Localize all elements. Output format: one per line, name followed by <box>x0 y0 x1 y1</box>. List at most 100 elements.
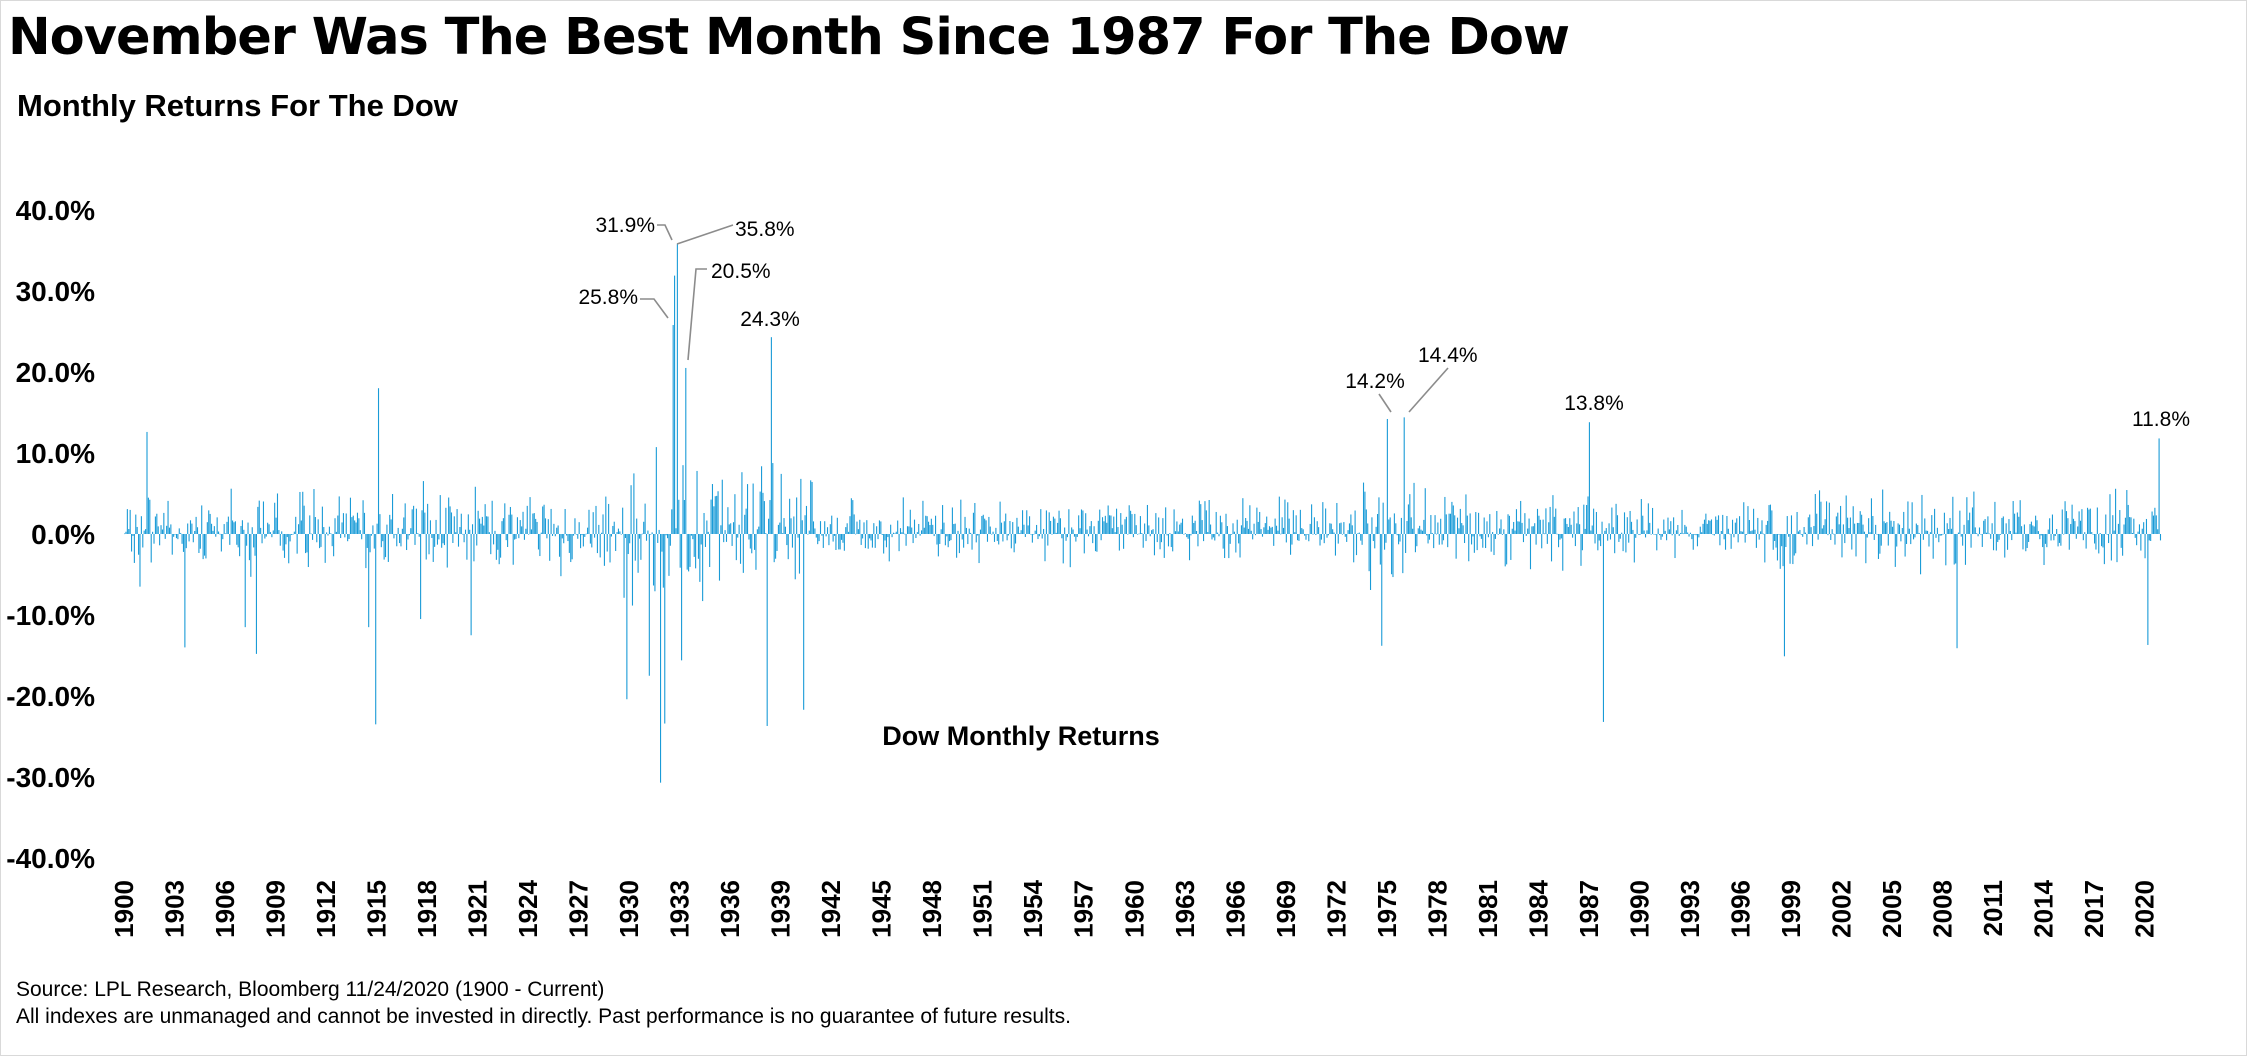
month-bar <box>950 534 952 541</box>
month-bar <box>274 502 276 534</box>
month-bar <box>1254 534 1257 536</box>
month-bar <box>984 518 986 534</box>
month-bar <box>751 534 753 554</box>
month-bar <box>686 534 688 570</box>
month-bar <box>1619 534 1621 539</box>
month-bar <box>476 534 478 546</box>
x-tick-label: 1981 <box>1473 880 1503 938</box>
month-bar <box>1393 513 1395 534</box>
month-bar <box>1381 534 1383 646</box>
month-bar <box>431 534 433 538</box>
month-bar <box>1921 494 1923 534</box>
month-bar <box>662 534 664 588</box>
month-bar <box>519 520 521 534</box>
month-bar <box>1964 534 1967 565</box>
month-bar <box>435 519 437 534</box>
month-bar <box>415 508 417 534</box>
month-bar <box>1761 520 1763 534</box>
month-bar <box>1671 534 1673 536</box>
month-bar <box>1493 534 1495 556</box>
month-bar <box>1520 500 1522 534</box>
month-bar <box>1287 502 1289 534</box>
month-bar <box>1299 509 1301 534</box>
month-bar <box>996 534 998 541</box>
month-bar <box>1543 533 1546 535</box>
month-bar <box>1538 515 1540 534</box>
month-bar <box>940 529 942 534</box>
month-bar <box>898 534 900 552</box>
month-bar <box>905 534 907 546</box>
month-bar <box>1869 532 1871 534</box>
month-bar <box>704 534 706 547</box>
month-bar <box>871 534 873 548</box>
month-bar <box>1120 513 1122 534</box>
month-bar <box>1389 517 1391 534</box>
month-bar <box>773 534 775 563</box>
month-bar <box>2131 533 2133 534</box>
month-bar <box>1306 534 1308 535</box>
month-bar <box>2040 534 2042 536</box>
month-bar <box>1797 531 1800 534</box>
month-bar <box>1121 524 1123 534</box>
month-bar <box>592 512 594 534</box>
month-bar <box>1110 515 1112 534</box>
month-bar <box>261 534 263 544</box>
month-bar <box>982 514 984 534</box>
month-bar <box>1955 534 1957 564</box>
month-bar <box>1357 533 1359 534</box>
month-bar <box>1131 514 1133 534</box>
month-bar <box>777 524 779 534</box>
month-bar <box>1318 527 1320 534</box>
month-bar <box>2092 534 2094 535</box>
month-bar <box>1419 525 1421 534</box>
month-bar <box>1841 534 1843 558</box>
month-bar <box>1674 534 1676 559</box>
month-bar <box>536 521 538 534</box>
x-tick-label: 1969 <box>1271 880 1301 938</box>
month-bar <box>408 534 410 536</box>
month-bar <box>1348 523 1351 534</box>
month-bar <box>603 534 605 566</box>
month-bar <box>822 534 824 548</box>
month-bar <box>789 498 791 534</box>
month-bar <box>1017 526 1019 534</box>
month-bar <box>1591 525 1593 534</box>
month-bar <box>382 534 384 542</box>
month-bar <box>1657 528 1659 534</box>
month-bar <box>434 534 436 547</box>
month-bar <box>658 529 660 534</box>
month-bar <box>1939 534 1941 536</box>
month-bar <box>131 534 133 552</box>
month-bar <box>206 522 208 534</box>
month-bar <box>1741 531 1743 534</box>
data-label: 24.3% <box>740 308 800 331</box>
month-bar <box>1128 505 1130 534</box>
month-bar <box>285 534 287 545</box>
month-bar <box>1302 529 1304 534</box>
month-bar <box>908 526 910 534</box>
month-bar <box>758 526 760 534</box>
month-bar <box>876 526 878 534</box>
month-bar <box>1837 512 1839 534</box>
month-bar <box>1830 534 1832 540</box>
month-bar <box>1922 534 1924 540</box>
month-bar <box>797 534 799 538</box>
month-bar <box>1640 499 1642 534</box>
month-bar <box>293 531 295 534</box>
month-bar <box>568 534 570 553</box>
month-bar <box>725 534 728 542</box>
month-bar <box>1323 534 1325 544</box>
month-bar <box>1948 529 1950 534</box>
month-bar <box>1539 519 1541 534</box>
month-bar <box>1727 528 1729 534</box>
month-bar <box>1806 534 1808 545</box>
month-bar <box>2042 534 2044 548</box>
month-bar <box>185 534 187 549</box>
month-bar <box>864 534 866 549</box>
month-bar <box>1855 534 1857 557</box>
month-bar <box>278 530 280 534</box>
month-bar <box>309 515 311 534</box>
x-tick-label: 1954 <box>1018 879 1048 937</box>
month-bar <box>780 473 782 534</box>
month-bar <box>922 500 924 534</box>
